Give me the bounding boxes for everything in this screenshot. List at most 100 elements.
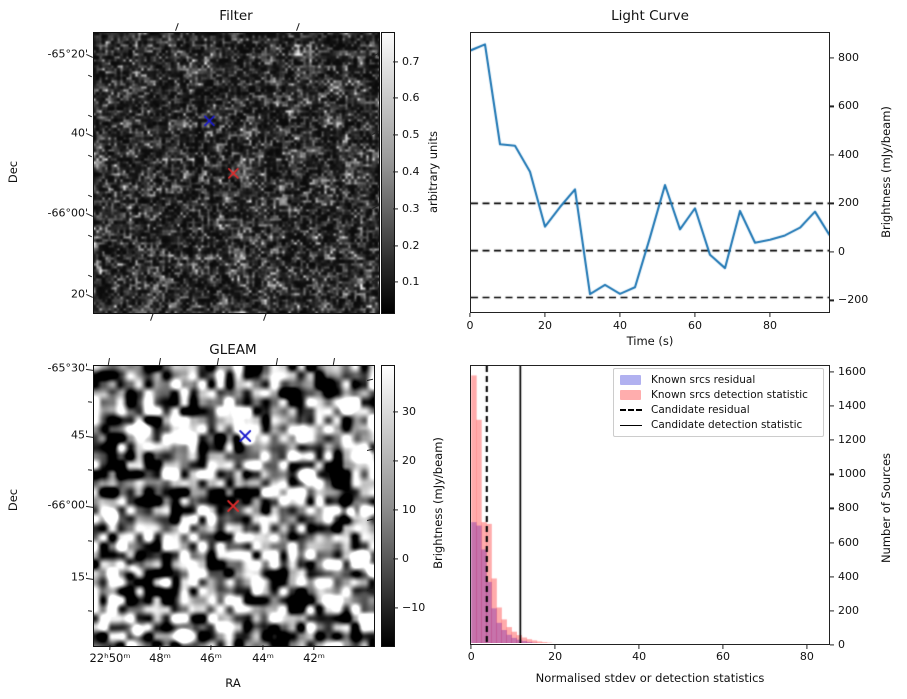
histogram-y-tick [830,439,834,441]
filter-top-tick [296,23,300,31]
gleam-colorbar-tick [393,558,398,560]
histogram-x-tick-label: 80 [799,650,814,663]
gleam-ra-tick [159,644,161,651]
gleam-colorbar-tick-label: 20 [402,454,416,467]
legend-item: Candidate residual [620,403,817,417]
histogram-legend: Known srcs residual Known srcs detection… [613,368,824,437]
filter-colorbar-tick [393,134,398,136]
gleam-top-tick [275,357,279,366]
light-curve-y-tick [830,154,834,156]
light-curve-plot [471,33,829,311]
filter-colorbar-tick-label: 0.7 [402,55,420,68]
histogram-y-tick-label: 400 [838,569,859,583]
gleam-dec-tick-label: 45' [70,428,88,442]
filter-dec-minor-tick [87,114,93,118]
histogram-y-tick [830,371,834,373]
filter-top-tick [175,23,179,31]
filter-dec-minor-tick [87,154,93,158]
gleam-dec-tick-label: -66°00' [47,498,89,512]
candidate-detection-line-sample [620,424,642,426]
light-curve-x-tick-label: 80 [763,319,777,332]
gleam-top-tick [332,357,336,366]
histogram-x-tick [806,645,808,649]
histogram-y-tick-label: 1600 [838,364,866,378]
light-curve-y-tick-label: 0 [838,244,845,258]
histogram-y-tick-label: 1000 [838,467,866,481]
histogram-x-tick-label: 20 [548,650,563,663]
gleam-dec-tick-label: -65°30' [47,361,89,375]
gleam-colorbar-tick-label: 10 [402,503,416,516]
light-curve-x-tick-label: 60 [688,319,702,332]
filter-colorbar-tick-label: 0.1 [402,275,420,288]
histogram-y-tick [830,542,834,544]
filter-dec-minor-tick [87,194,93,198]
filter-colorbar-tick-label: 0.2 [402,239,420,252]
light-curve-y-tick [830,299,834,301]
filter-dec-tick-label: 20' [70,287,88,301]
histogram-x-tick [638,645,640,649]
gleam-ra-tick [262,644,264,651]
filter-image [93,32,380,314]
legend-item: Known srcs detection statistic [620,388,817,402]
gleam-colorbar-tick [393,509,398,511]
gleam-top-tick [158,357,162,366]
gleam-colorbar-tick [393,607,398,609]
filter-dec-minor-tick [87,74,93,78]
histogram-x-tick-label: 60 [716,650,730,663]
histogram-y-tick-label: 1200 [838,433,866,447]
gleam-colorbar [381,365,395,647]
light-curve-y-tick-label: 800 [838,50,859,64]
gleam-dec-minor-tick [87,469,93,471]
gleam-dec-minor-tick [87,401,93,403]
light-curve-y-tick [830,202,834,204]
gleam-ra-tick [313,644,315,651]
known-srcs-residual-swatch [620,374,642,385]
light-curve-y-tick-label: 400 [838,147,859,161]
gleam-ra-tick [109,644,111,651]
gleam-top-tick [216,357,220,366]
filter-y-axis-label: Dec [6,160,20,184]
gleam-ra-tick-label: 46ᵐ [200,651,222,665]
histogram-x-tick-label: 40 [632,650,647,663]
light-curve-x-tick-label: 20 [538,319,552,332]
candidate-residual-line-sample [620,409,642,412]
gleam-ra-tick-label: 48ᵐ [149,651,171,665]
light-curve-y-tick-label: −200 [838,293,869,307]
histogram-y-tick [830,644,834,646]
legend-label: Known srcs detection statistic [651,388,808,401]
filter-title: Filter [219,8,253,24]
filter-colorbar-tick [393,208,398,210]
light-curve-x-tick [694,313,696,317]
gleam-colorbar-tick [393,460,398,462]
legend-label: Candidate detection statistic [651,419,803,432]
histogram-y-tick [830,507,834,510]
histogram-y-tick [830,405,834,407]
histogram-y-tick [830,576,834,578]
filter-colorbar-tick [393,61,398,63]
light-curve-x-tick-label: 40 [613,319,627,332]
light-curve-y-tick [830,251,834,253]
filter-bottom-tick [150,313,154,321]
light-curve-x-tick-label: 0 [466,319,474,332]
histogram-x-tick-label: 0 [467,650,475,663]
gleam-colorbar-tick-label: 0 [402,552,409,565]
gleam-ra-tick-label: 22ʰ50ᵐ [89,651,131,665]
gleam-x-axis-label: RA [225,676,241,690]
filter-colorbar-tick-label: 0.5 [402,128,420,141]
histogram-x-tick [470,645,472,649]
light-curve-y-axis-label: Brightness (mJy/beam) [879,106,893,238]
light-curve-x-tick [619,313,621,317]
histogram-x-tick [722,645,724,649]
histogram-y-axis-label: Number of Sources [879,452,893,564]
gleam-colorbar-tick-label: −10 [402,601,426,614]
histogram-y-tick [830,473,834,475]
gleam-ra-tick-label: 42ᵐ [303,651,325,665]
filter-colorbar-tick-label: 0.4 [402,165,420,178]
histogram-x-tick [554,645,556,649]
light-curve-title: Light Curve [611,8,689,24]
light-curve-y-tick-label: 200 [838,196,859,210]
histogram-y-tick-label: 800 [838,501,859,515]
gleam-dec-tick-label: 15' [70,570,88,584]
filter-colorbar-tick [393,97,398,99]
